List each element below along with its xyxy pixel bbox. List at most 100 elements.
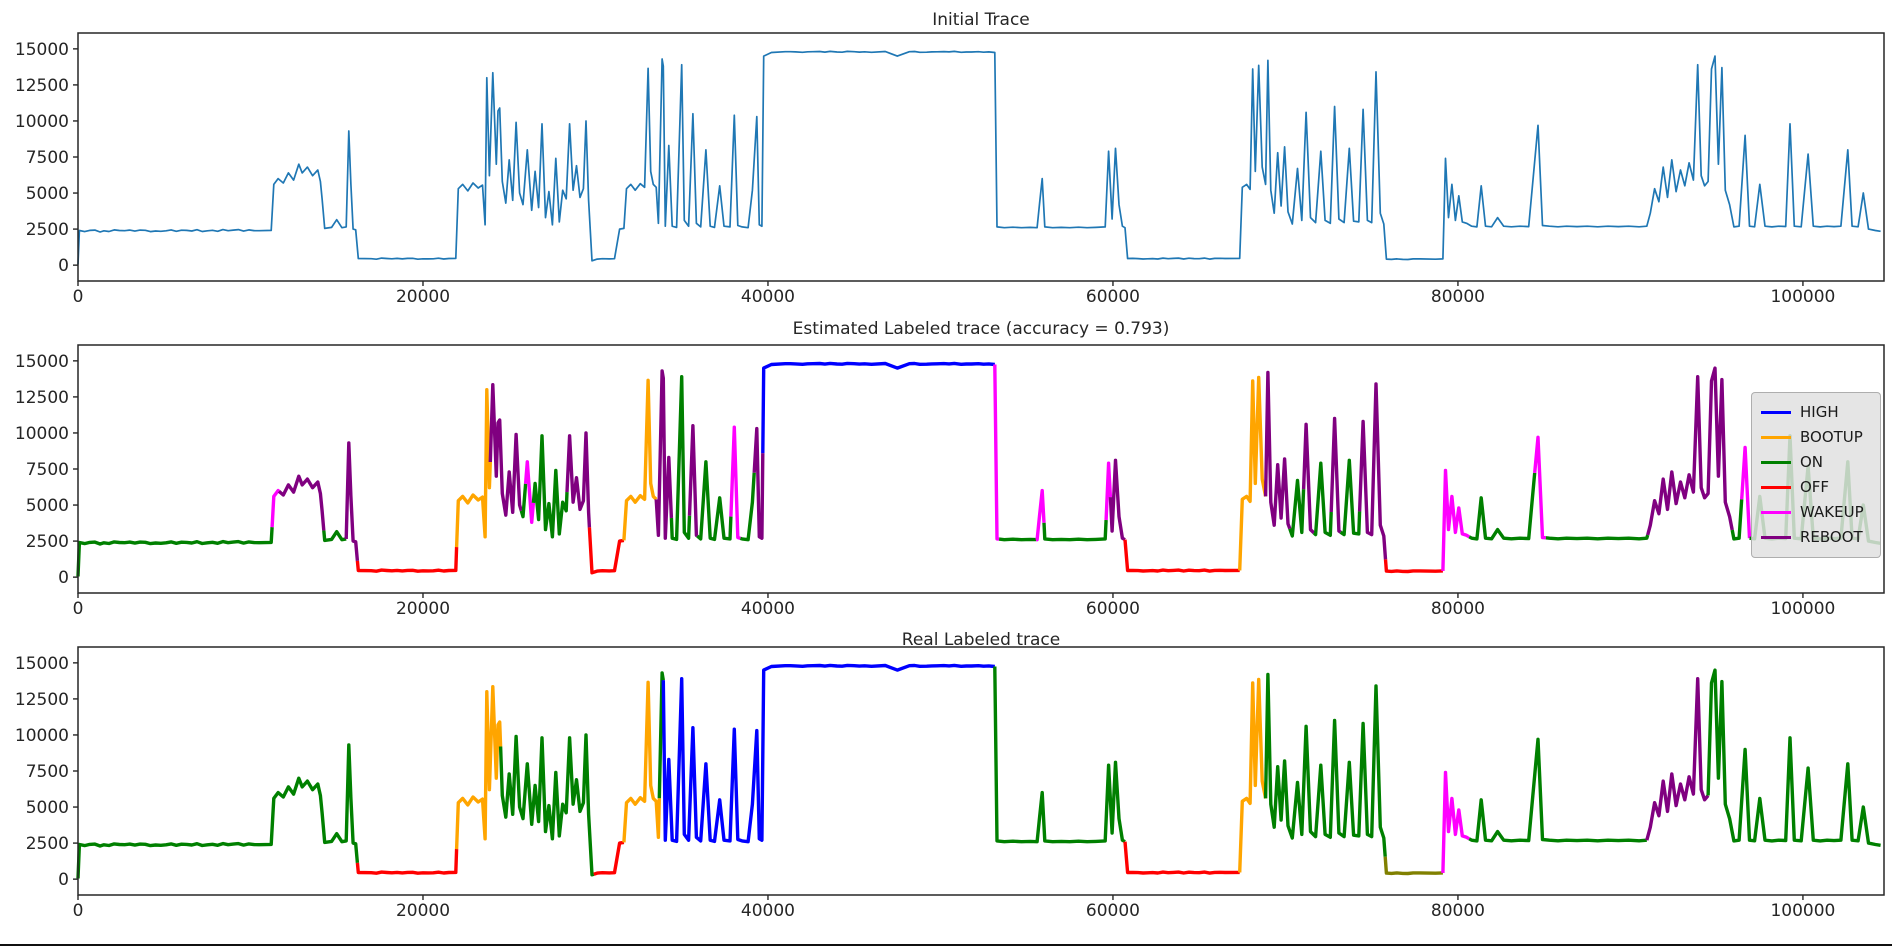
legend-label: BOOTUP bbox=[1800, 428, 1863, 446]
legend-item-on: ON bbox=[1761, 450, 1871, 475]
segment-off bbox=[355, 849, 459, 875]
segment-on bbox=[76, 527, 274, 577]
x-tick-label: 0 bbox=[73, 287, 84, 307]
segment-wakeup bbox=[1035, 488, 1046, 542]
y-tick-label: 15000 bbox=[15, 654, 69, 674]
legend-swatch bbox=[1761, 536, 1791, 539]
segment-reboot bbox=[1645, 677, 1710, 841]
segment-on bbox=[1042, 519, 1108, 542]
segment-wakeup bbox=[1441, 770, 1471, 873]
y-tick-label: 12500 bbox=[15, 690, 69, 710]
segment-off bbox=[587, 527, 625, 575]
legend-item-reboot: REBOOT bbox=[1761, 525, 1871, 550]
x-tick-label: 20000 bbox=[396, 901, 450, 921]
segment-on bbox=[1545, 534, 1650, 541]
segment-reboot bbox=[1646, 366, 1734, 536]
plot-initial-series bbox=[77, 50, 1881, 265]
y-tick-label: 15000 bbox=[15, 352, 69, 372]
x-tick-label: 40000 bbox=[741, 901, 795, 921]
segment-reboot bbox=[1263, 370, 1292, 530]
x-tick-label: 60000 bbox=[1086, 599, 1140, 619]
plot-initial: 0 20000 40000 60000 80000 100000 0 2500 5000 7500… bbox=[15, 32, 1885, 307]
segment-on bbox=[657, 671, 665, 799]
x-tick-label: 100000 bbox=[1770, 901, 1835, 921]
x-tick-label: 80000 bbox=[1431, 599, 1485, 619]
plot-estimated-title: Estimated Labeled trace (accuracy = 0.79… bbox=[792, 319, 1170, 339]
segment-on bbox=[322, 530, 347, 543]
plot-real-series bbox=[76, 663, 1881, 879]
x-tick-label: 100000 bbox=[1770, 599, 1835, 619]
segment-wakeup bbox=[1104, 461, 1113, 521]
legend-swatch bbox=[1761, 486, 1791, 489]
y-tick-label: 5000 bbox=[26, 496, 69, 516]
x-tick-label: 80000 bbox=[1431, 287, 1485, 307]
y-tick-label: 0 bbox=[58, 256, 69, 276]
segment-wakeup bbox=[993, 364, 1000, 541]
segment-wakeup bbox=[523, 460, 536, 524]
legend-label: HIGH bbox=[1800, 403, 1839, 421]
segment-on bbox=[696, 460, 733, 542]
y-tick-label: 10000 bbox=[15, 112, 69, 132]
segment-bootup bbox=[622, 378, 658, 541]
legend-item-off: OFF bbox=[1761, 475, 1871, 500]
segment-reboot bbox=[1108, 458, 1126, 542]
segment-reboot bbox=[1329, 416, 1342, 534]
segment-off bbox=[1123, 841, 1240, 875]
x-tick-label: 100000 bbox=[1770, 287, 1835, 307]
legend-swatch bbox=[1761, 436, 1791, 439]
y-tick-label: 0 bbox=[58, 568, 69, 588]
y-tick-label: 7500 bbox=[26, 762, 69, 782]
segment-on bbox=[1288, 478, 1306, 538]
segment-bootup bbox=[454, 685, 503, 850]
x-tick-label: 20000 bbox=[396, 599, 450, 619]
segment-unlabeled bbox=[1383, 856, 1443, 876]
legend-label: REBOOT bbox=[1800, 528, 1863, 546]
x-tick-label: 0 bbox=[73, 901, 84, 921]
legend-item-bootup: BOOTUP bbox=[1761, 425, 1871, 450]
x-tick-label: 60000 bbox=[1086, 901, 1140, 921]
segment-on bbox=[76, 743, 360, 879]
segment-on bbox=[998, 537, 1037, 542]
segment-on bbox=[1468, 472, 1537, 541]
y-tick-label: 2500 bbox=[26, 220, 69, 240]
segment-reboot bbox=[488, 383, 523, 517]
segment-reboot bbox=[565, 431, 592, 528]
x-tick-label: 0 bbox=[73, 599, 84, 619]
segment-on bbox=[1730, 499, 1744, 541]
legend-item-wakeup: WAKEUP bbox=[1761, 500, 1871, 525]
legend-label: WAKEUP bbox=[1800, 503, 1864, 521]
legend-label: ON bbox=[1800, 453, 1824, 471]
plot-initial-title: Initial Trace bbox=[932, 10, 1030, 30]
segment-on bbox=[1312, 461, 1333, 537]
x-tick-label: 20000 bbox=[396, 287, 450, 307]
segment-off bbox=[355, 547, 459, 573]
window-edge bbox=[0, 944, 1892, 946]
x-tick-label: 40000 bbox=[741, 287, 795, 307]
segment-wakeup bbox=[270, 488, 281, 528]
y-tick-label: 12500 bbox=[15, 76, 69, 96]
plot-real-title: Real Labeled trace bbox=[901, 630, 1061, 650]
legend-label: OFF bbox=[1800, 478, 1830, 496]
segment-on bbox=[1468, 737, 1647, 843]
legend-swatch bbox=[1761, 411, 1791, 414]
y-tick-label: 2500 bbox=[26, 834, 69, 854]
segment-on bbox=[498, 733, 595, 877]
segment-bootup bbox=[1238, 375, 1268, 571]
segment-off bbox=[1123, 539, 1240, 573]
segment-on bbox=[1263, 672, 1387, 857]
segment-on bbox=[669, 375, 692, 542]
y-tick-label: 12500 bbox=[15, 388, 69, 408]
segment-bootup bbox=[1238, 677, 1268, 873]
segment-high bbox=[761, 361, 995, 454]
segment-on bbox=[519, 483, 528, 519]
plot-real: 0 20000 40000 60000 80000 100000 0 2500 5000 7500… bbox=[15, 646, 1885, 921]
legend-swatch bbox=[1761, 511, 1791, 514]
segment-reboot bbox=[1301, 422, 1316, 535]
segment-on bbox=[531, 434, 569, 539]
segment-off bbox=[1383, 559, 1443, 574]
plot-estimated: 0 20000 40000 60000 80000 100000 0 2500 5000 7500… bbox=[15, 344, 1885, 619]
y-tick-label: 5000 bbox=[26, 184, 69, 204]
legend-item-high: HIGH bbox=[1761, 400, 1871, 425]
